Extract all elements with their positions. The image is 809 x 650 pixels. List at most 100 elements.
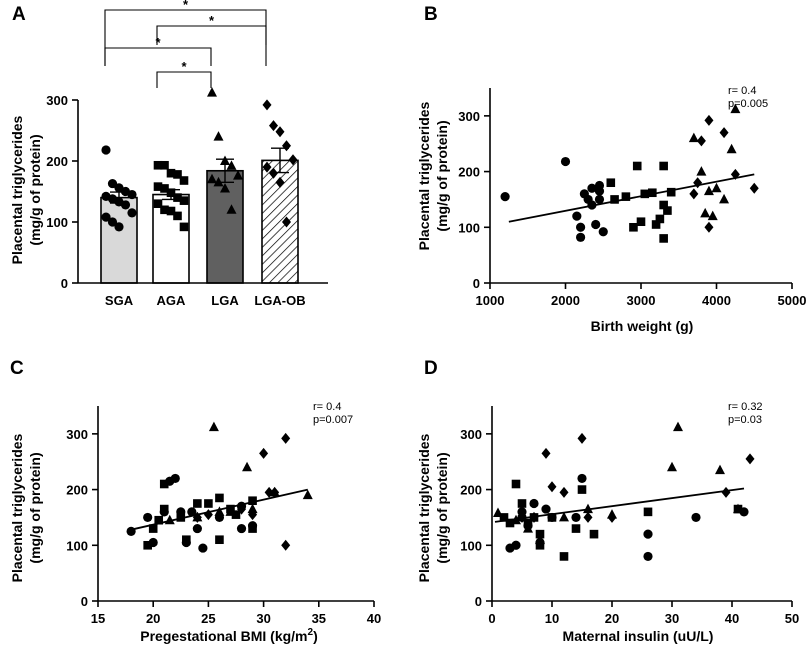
y-tick-label: 100 <box>460 538 482 553</box>
data-point-circle <box>529 498 539 509</box>
data-point-circle <box>572 211 582 221</box>
panel-d-plot: 0 10 20 30 40 50 0 100 200 300 <box>460 406 799 626</box>
data-point-square <box>659 200 668 210</box>
data-point-diamond <box>704 221 714 233</box>
x-tick-label: 20 <box>605 611 619 626</box>
data-point-triangle <box>247 503 258 514</box>
y-tick-label: 200 <box>460 483 482 498</box>
data-point-square <box>655 214 665 224</box>
data-point <box>160 184 169 193</box>
data-point-diamond <box>237 503 247 515</box>
data-point-square <box>632 161 642 171</box>
data-point-circle <box>571 512 581 523</box>
data-point-diamond <box>559 486 569 498</box>
data-point-square <box>559 552 569 561</box>
x-tick-label: SGA <box>105 293 134 308</box>
panel-c-xlabel-end: ) <box>313 628 318 644</box>
panel-d-ylabel-line2: (mg/g of protein) <box>434 452 450 563</box>
data-point-square <box>215 535 224 545</box>
significance-bracket <box>104 9 267 66</box>
data-point-square <box>517 499 527 508</box>
panel-b-p-value: p=0.005 <box>728 98 768 110</box>
data-point-square <box>666 187 676 197</box>
data-point-circle <box>643 551 653 562</box>
data-point <box>226 160 237 170</box>
data-point <box>179 222 189 232</box>
data-point <box>166 206 176 216</box>
y-tick-label: 300 <box>458 109 480 124</box>
data-point-square <box>148 524 158 533</box>
data-point <box>269 120 278 132</box>
data-point-diamond <box>281 432 291 444</box>
panel-b-ylabel-line1: Placental triglycerides <box>416 101 432 250</box>
data-point-circle <box>643 529 653 539</box>
significance-bracket <box>156 25 267 45</box>
data-point-square <box>154 515 164 525</box>
panel-c-xlabel-sup: 2 <box>308 627 314 638</box>
panel-d-r-value: r= 0.32 <box>728 401 763 413</box>
data-point <box>262 99 272 111</box>
data-point-triangle <box>700 207 711 218</box>
data-point-triangle <box>726 143 737 154</box>
data-point <box>153 199 163 208</box>
x-tick-label: 15 <box>91 611 105 626</box>
bar-group <box>100 159 299 284</box>
data-point-triangle <box>225 506 236 516</box>
data-point-diamond <box>704 114 714 126</box>
panel-b-r-value: r= 0.4 <box>728 85 756 97</box>
significance-star: * <box>155 35 161 50</box>
y-tick-label: 0 <box>81 594 88 609</box>
data-point-circle <box>587 183 597 193</box>
data-point <box>213 131 224 141</box>
panel-d-xlabel: Maternal insulin (uU/L) <box>563 628 714 644</box>
data-point-square <box>651 220 661 229</box>
data-point-circle <box>187 507 197 517</box>
data-point-square <box>159 504 169 514</box>
regression-line <box>494 487 745 523</box>
data-point-triangle <box>688 132 699 143</box>
data-point <box>107 217 118 227</box>
data-point-circle <box>511 540 521 550</box>
data-point-square <box>547 513 557 522</box>
data-point <box>220 155 230 165</box>
data-point-diamond <box>749 182 759 194</box>
data-point-square <box>193 499 202 508</box>
panel-c-xlabel: Pregestational BMI (kg/m2) <box>140 627 318 644</box>
data-point <box>179 176 189 185</box>
x-tick-label: 35 <box>312 611 326 626</box>
data-point-square <box>231 510 241 519</box>
data-point-circle <box>594 186 605 196</box>
data-point-diamond <box>719 127 729 139</box>
data-point <box>173 211 182 221</box>
data-point <box>213 176 224 187</box>
data-point <box>207 87 217 97</box>
x-tick-label: 50 <box>785 611 799 626</box>
data-point <box>282 140 291 152</box>
data-point-square <box>606 178 616 188</box>
data-point-diamond <box>270 486 280 498</box>
data-point <box>226 204 237 214</box>
data-point-diamond <box>259 447 269 459</box>
data-point-triangle <box>302 489 313 500</box>
data-point <box>269 167 278 179</box>
data-point-triangle <box>493 507 503 517</box>
x-tick-label: 10 <box>545 611 559 626</box>
panel-b-plot: 1000 2000 3000 4000 5000 0 100 200 300 <box>458 88 806 308</box>
data-point-diamond <box>745 453 755 465</box>
significance-star: * <box>181 59 187 74</box>
data-point-diamond <box>696 135 706 147</box>
data-point-triangle <box>523 523 533 533</box>
data-point-triangle <box>208 421 219 432</box>
data-point-square <box>499 513 509 522</box>
x-tick-label: 40 <box>367 611 381 626</box>
data-point <box>207 173 217 184</box>
panel-d-ylabel-line1: Placental triglycerides <box>416 433 432 582</box>
data-point-square <box>215 493 224 503</box>
panel-b-ylabel-line2: (mg/g of protein) <box>434 120 450 231</box>
data-point-square <box>589 529 599 539</box>
data-point <box>233 170 243 180</box>
panel-b: B Placental triglycerides (mg/g of prote… <box>416 4 806 334</box>
data-point-triangle <box>559 511 569 522</box>
x-tick-label: 40 <box>725 611 739 626</box>
data-point <box>101 212 111 222</box>
